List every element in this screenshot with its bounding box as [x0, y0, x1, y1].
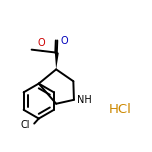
Text: O: O — [61, 36, 68, 46]
Text: NH: NH — [77, 95, 92, 105]
Polygon shape — [55, 53, 59, 69]
Text: HCl: HCl — [109, 103, 131, 116]
Text: O: O — [37, 38, 45, 48]
Text: Cl: Cl — [20, 120, 30, 130]
